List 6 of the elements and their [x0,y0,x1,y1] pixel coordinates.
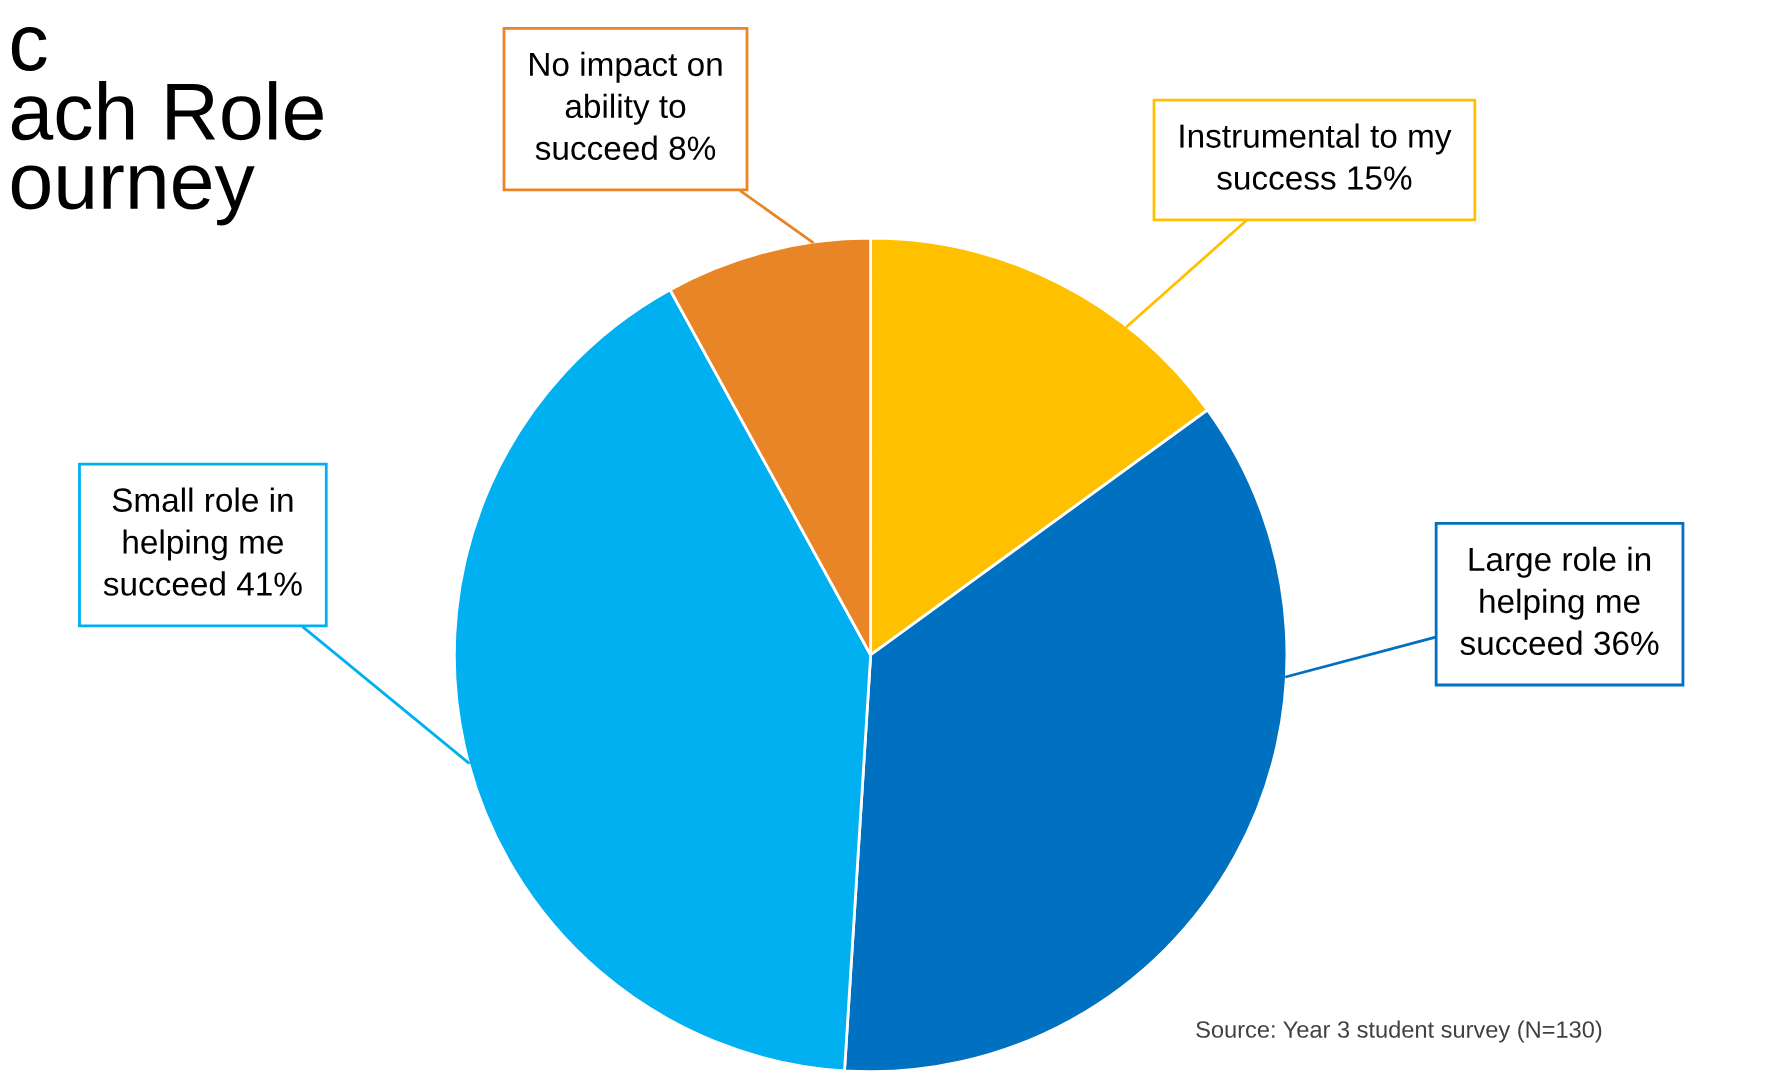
source-note: Source: Year 3 student survey (N=130) [1196,1020,1602,1043]
slice-label: Large role in helping me succeed 36% [1460,546,1659,656]
slice-label: No impact on ability to succeed 8% [530,51,722,161]
slice-label: Small role in helping me succeed 41% [103,487,302,596]
slice-label: Instrumental to my success 15% [1180,123,1452,190]
chart-title: c ach Role ourney [11,26,323,226]
